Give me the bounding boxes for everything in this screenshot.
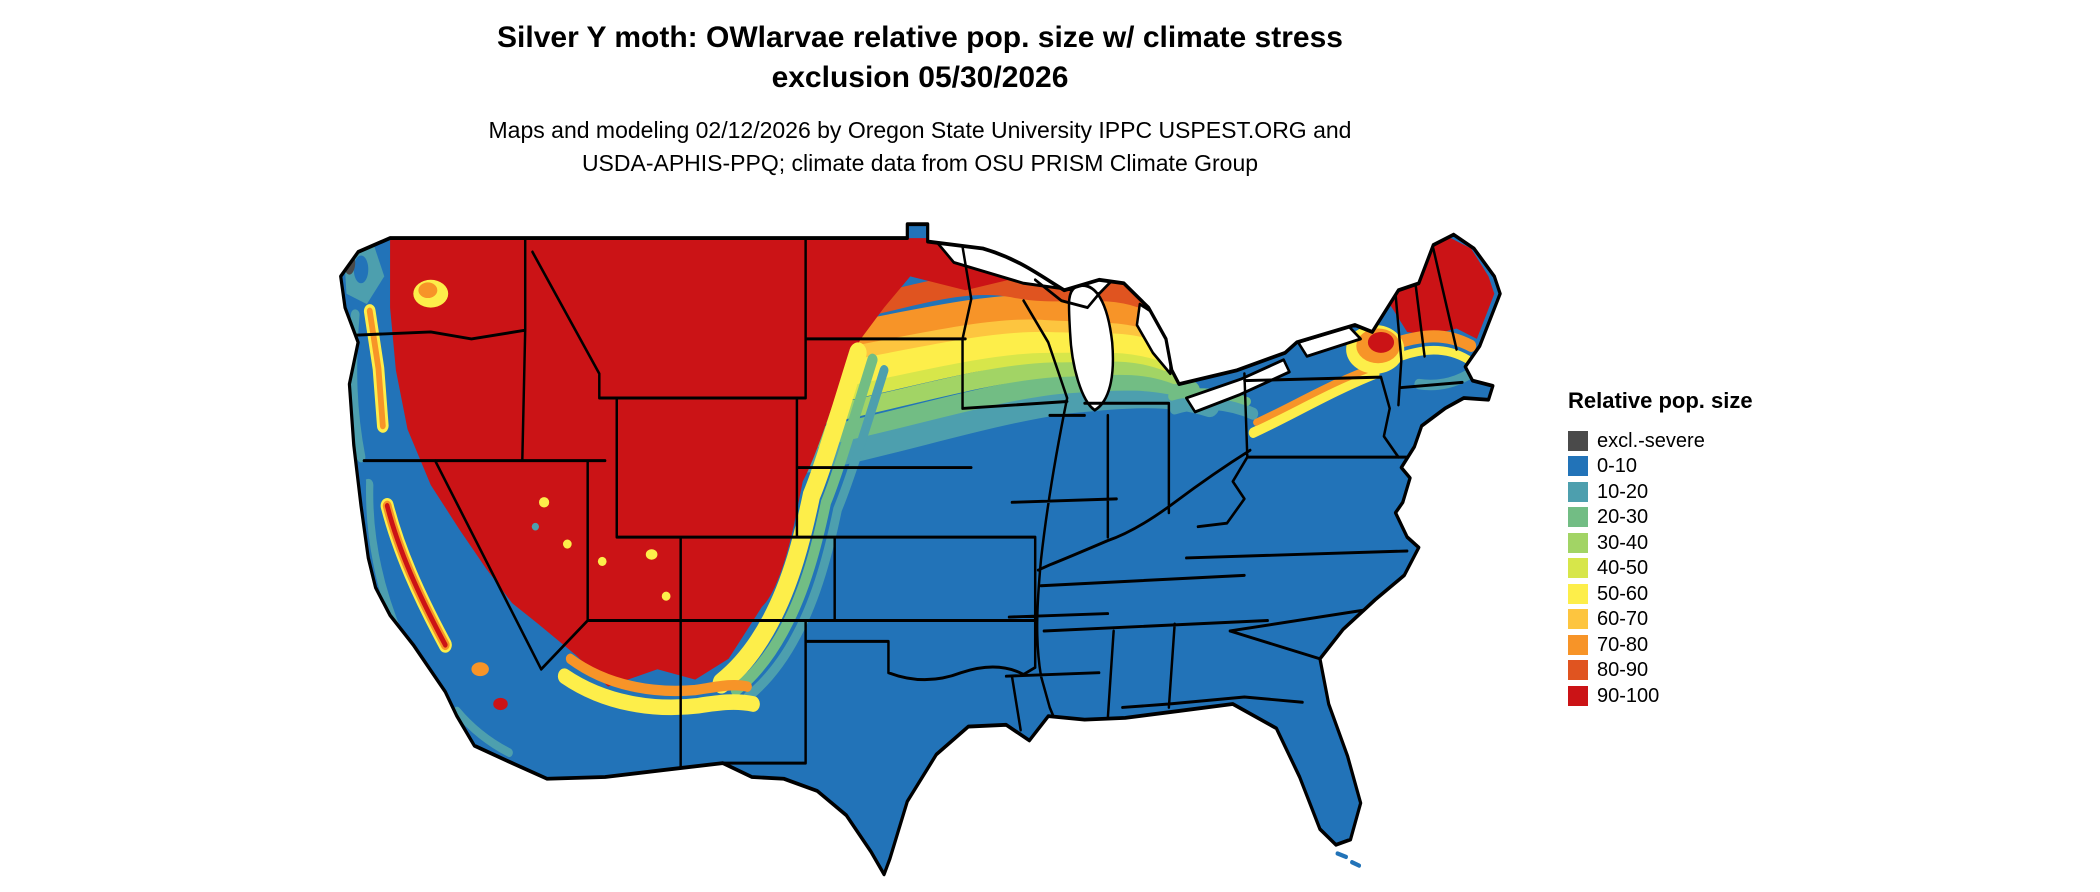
legend-swatch (1568, 660, 1588, 681)
title-block: Silver Y moth: OWlarvae relative pop. si… (0, 18, 1840, 180)
legend-items: excl.-severe 0-10 10-20 20-30 30-40 40-50 50-6… (1568, 428, 1848, 709)
legend-item: 70-80 (1568, 632, 1848, 658)
legend-item-label: 60-70 (1597, 608, 1649, 631)
legend-item: 80-90 (1568, 658, 1848, 684)
lake-michigan (1067, 284, 1115, 412)
legend-item-label: 90-100 (1597, 684, 1660, 707)
terrain-detail (413, 279, 671, 601)
fringe-yellow (712, 342, 867, 694)
legend-swatch (1568, 481, 1588, 502)
raster-layers (340, 224, 1501, 875)
socal-red-patch (493, 697, 508, 711)
legend-swatch (1568, 583, 1588, 604)
basin-speckle (539, 497, 550, 508)
legend-item: 60-70 (1568, 607, 1848, 633)
columbia-basin-orange (418, 282, 438, 299)
ne-yellow-fringe (1397, 345, 1472, 365)
legend-item-label: 30-40 (1597, 531, 1649, 554)
basin-speckle (597, 556, 607, 566)
central-valley-red (384, 503, 448, 648)
pa-ridge-orange (1253, 363, 1379, 426)
band-50-60 (794, 324, 1180, 395)
legend-item: 50-60 (1568, 581, 1848, 607)
legend-item-label: 40-50 (1597, 557, 1649, 580)
band-70-80 (795, 295, 1165, 355)
basin-speckle (562, 539, 572, 549)
legend-item: 90-100 (1568, 683, 1848, 709)
fringe-sw-yellow (557, 668, 760, 716)
legend-item-label: 50-60 (1597, 582, 1649, 605)
willamette-orange (366, 307, 386, 430)
legend-swatch (1568, 685, 1588, 706)
subtitle-line-1: Maps and modeling 02/12/2026 by Oregon S… (488, 117, 1352, 143)
band-60-70 (798, 314, 1168, 369)
ne-orange-fringe (1393, 330, 1477, 352)
west-edge-fringes (557, 342, 889, 716)
legend-swatch (1568, 532, 1588, 553)
legend-swatch (1568, 456, 1588, 477)
legend-item-label: 70-80 (1597, 633, 1649, 656)
zone-high-west (390, 238, 1158, 687)
us-outline (339, 222, 1502, 877)
state-borders (348, 236, 1464, 779)
legend-title: Relative pop. size (1568, 388, 1753, 413)
legend-item: 30-40 (1568, 530, 1848, 556)
basin-speckle (645, 549, 658, 560)
band-10-20 (795, 383, 1220, 473)
page-title: Silver Y moth: OWlarvae relative pop. si… (0, 18, 1840, 98)
title-line-1: Silver Y moth: OWlarvae relative pop. si… (497, 21, 1343, 54)
legend-item: 20-30 (1568, 505, 1848, 531)
florida-keys (1335, 851, 1362, 868)
legend-swatch (1568, 558, 1588, 579)
lake-erie (1185, 358, 1291, 414)
fringe-green (730, 353, 878, 697)
us-map (300, 212, 1535, 890)
legend-item: 40-50 (1568, 556, 1848, 582)
legend-item-label: 20-30 (1597, 506, 1649, 529)
legend-item-label: 80-90 (1597, 659, 1649, 682)
title-line-2: exclusion 05/30/2026 (771, 61, 1069, 94)
legend-item-label: 10-20 (1597, 480, 1649, 503)
basin-speckle (531, 522, 540, 531)
legend-item-label: 0-10 (1597, 455, 1638, 478)
legend-item: 10-20 (1568, 479, 1848, 505)
subtitle-line-2: USDA-APHIS-PPQ; climate data from OSU PR… (581, 150, 1259, 176)
us-map-svg (339, 222, 1502, 877)
adirondacks-red (1367, 331, 1395, 353)
map-subtitle: Maps and modeling 02/12/2026 by Oregon S… (0, 114, 1840, 180)
legend-swatch (1568, 609, 1588, 630)
legend-swatch (1568, 507, 1588, 528)
legend-item-label: excl.-severe (1597, 429, 1705, 452)
legend-item: 0-10 (1568, 454, 1848, 480)
legend-swatch (1568, 634, 1588, 655)
basin-speckle (661, 591, 671, 601)
pa-ridge-yellow (1248, 368, 1380, 438)
band-20-30 (797, 371, 1201, 450)
legend: Relative pop. size excl.-severe 0-10 10-20… (1568, 388, 1848, 709)
legend-item: excl.-severe (1568, 428, 1848, 454)
socal-coast-teal (453, 706, 513, 758)
legend-swatch (1568, 430, 1588, 451)
socal-orange-patch (471, 662, 489, 677)
puget-sound (353, 255, 369, 284)
fringe-teal (743, 364, 889, 703)
